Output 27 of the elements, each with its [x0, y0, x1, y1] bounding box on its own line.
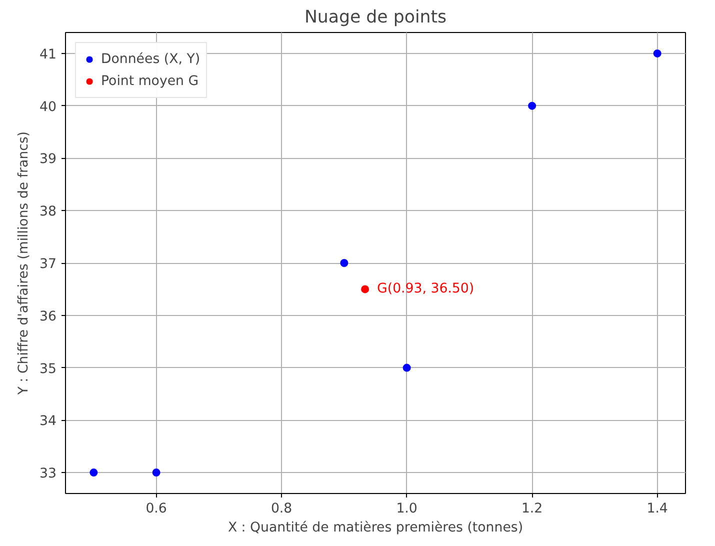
x-tick-label: 0.6	[146, 502, 167, 516]
point	[152, 468, 160, 477]
point	[90, 468, 98, 477]
x-tick-label: 1.0	[396, 502, 418, 516]
legend-label: Point moyen G	[101, 74, 199, 88]
point	[340, 259, 348, 267]
x-tick-label: 1.4	[646, 502, 668, 516]
y-tick-label: 33	[40, 466, 57, 482]
y-axis-title: Y : Chiffre d'affaires (millions de francs)	[16, 131, 32, 396]
annotation: G(0.93, 36.50)	[377, 282, 474, 297]
y-tick-label: 39	[40, 152, 57, 168]
x-axis-title: X : Quantité de matières premières (tonnes)	[228, 520, 524, 536]
y-tick-label: 36	[40, 309, 57, 324]
y-tick-label: 34	[40, 414, 57, 430]
y-tick-label: 38	[40, 204, 57, 220]
y-tick-label: 35	[40, 362, 57, 377]
x-tick-label: 1.2	[521, 502, 543, 516]
point	[528, 102, 536, 110]
chart-title: Nuage de points	[304, 8, 447, 28]
y-tick-label: 37	[40, 257, 57, 272]
legend-label: Données (X, Y)	[101, 52, 200, 66]
point	[361, 285, 370, 294]
point	[653, 49, 662, 58]
y-tick-label: 40	[40, 100, 57, 115]
x-tick-label: 0.8	[270, 502, 292, 516]
y-tick-label: 41	[40, 47, 57, 62]
point	[402, 364, 411, 372]
